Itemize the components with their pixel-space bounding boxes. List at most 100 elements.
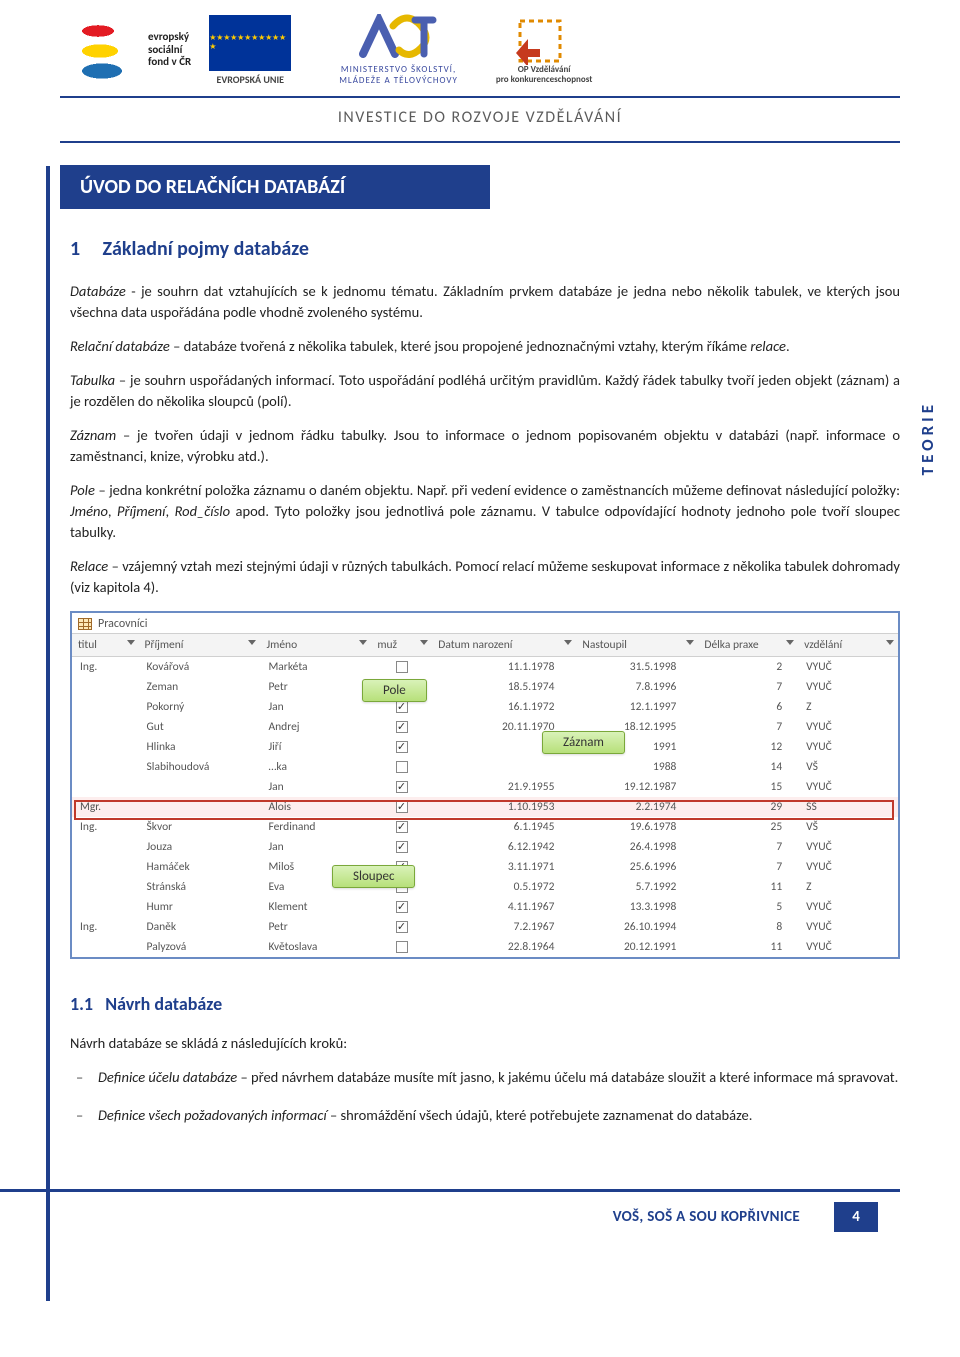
- checkbox-icon: [396, 801, 408, 813]
- eu-label: EVROPSKÁ UNIE: [216, 74, 284, 85]
- footer-org: VOŠ, SOŠ A SOU KOPŘIVNICE: [613, 1208, 800, 1226]
- table-cell: Pokorný: [139, 697, 261, 717]
- dropdown-icon[interactable]: [564, 640, 572, 645]
- table-cell: [371, 777, 432, 797]
- dropdown-icon[interactable]: [127, 640, 135, 645]
- col-header[interactable]: vzdělání: [798, 634, 898, 657]
- table-cell: 6.1.1945: [432, 817, 576, 837]
- dropdown-icon[interactable]: [359, 640, 367, 645]
- table-row[interactable]: Ing.DaněkPetr7.2.196726.10.19948VYUČ: [72, 917, 898, 937]
- table-cell: 5.7.1992: [576, 877, 698, 897]
- table-row[interactable]: GutAndrej20.11.197018.12.19957VYUČ: [72, 717, 898, 737]
- table-row[interactable]: Slabihoudová…ka198814VŠ: [72, 757, 898, 777]
- table-cell: Jan: [260, 777, 371, 797]
- col-header[interactable]: Datum narození: [432, 634, 576, 657]
- col-header[interactable]: Příjmení: [139, 634, 261, 657]
- table-cell: 1.10.1953: [432, 797, 576, 817]
- text: – před návrhem databáze musíte mít jasno…: [237, 1068, 898, 1086]
- checkbox-icon: [396, 661, 408, 673]
- table-cell: Alois: [260, 797, 371, 817]
- table-row[interactable]: PalyzováKvětoslava22.8.196420.12.199111V…: [72, 937, 898, 957]
- table-cell: Jan: [260, 697, 371, 717]
- term: Relace: [70, 557, 108, 575]
- col-header[interactable]: Jméno: [260, 634, 371, 657]
- opvk-logo: OP Vzdělávání pro konkurenceschopnost: [496, 15, 592, 85]
- dropdown-icon[interactable]: [886, 640, 894, 645]
- table-cell: 2.2.1974: [576, 797, 698, 817]
- table-row[interactable]: JouzaJan6.12.194226.4.19987VYUČ: [72, 837, 898, 857]
- para-navrh-intro: Návrh databáze se skládá z následujících…: [70, 1033, 900, 1054]
- table-cell: 25.6.1996: [576, 857, 698, 877]
- table-cell: 14: [698, 757, 798, 777]
- list-item: Definice všech požadovaných informací – …: [70, 1105, 900, 1143]
- table-cell: 11: [698, 877, 798, 897]
- checkbox-icon: [396, 841, 408, 853]
- table-cell: Ing.: [72, 817, 139, 837]
- table-cell: 20.12.1991: [576, 937, 698, 957]
- table-cell: [371, 797, 432, 817]
- term: Databáze: [70, 282, 126, 300]
- para-relace: Relace – vzájemný vztah mezi stejnými úd…: [70, 556, 900, 598]
- checkbox-icon: [396, 901, 408, 913]
- esf-label: evropský sociální fond v ČR: [148, 31, 191, 69]
- table-cell: 21.9.1955: [432, 777, 576, 797]
- dropdown-icon[interactable]: [420, 640, 428, 645]
- callout-sloupec: Sloupec: [332, 865, 415, 888]
- table-cell: 31.5.1998: [576, 657, 698, 678]
- page-footer: VOŠ, SOŠ A SOU KOPŘIVNICE 4: [0, 1189, 900, 1242]
- table-cell: 18.5.1974: [432, 677, 576, 697]
- table-cell: [72, 717, 139, 737]
- table-cell: Ferdinand: [260, 817, 371, 837]
- table-cell: …ka: [260, 757, 371, 777]
- table-row[interactable]: Mgr.Alois1.10.19532.2.197429SŠ: [72, 797, 898, 817]
- table-cell: Jan: [260, 837, 371, 857]
- callout-zaznam: Záznam: [542, 731, 625, 754]
- msmt-logo: MINISTERSTVO ŠKOLSTVÍ, MLÁDEŽE A TĚLOVÝC…: [339, 14, 458, 86]
- table-row[interactable]: StránskáEva0.5.19725.7.199211Z: [72, 877, 898, 897]
- table-cell: [371, 717, 432, 737]
- text: – jedna konkrétní položka záznamu o dané…: [95, 481, 900, 499]
- content-area: ÚVOD DO RELAČNÍCH DATABÁZÍ TEORIE 1 Zákl…: [70, 143, 900, 1143]
- col-header[interactable]: titul: [72, 634, 139, 657]
- table-cell: 19.12.1987: [576, 777, 698, 797]
- term: Záznam: [70, 426, 116, 444]
- table-cell: 11.1.1978: [432, 657, 576, 678]
- table-row[interactable]: ZemanPetr18.5.19747.8.19967VYUČ: [72, 677, 898, 697]
- table-header-row: titulPříjmeníJménomužDatum narozeníNasto…: [72, 634, 898, 657]
- checkbox-icon: [396, 721, 408, 733]
- term: Definice všech požadovaných informací: [98, 1106, 327, 1124]
- table-cell: 26.10.1994: [576, 917, 698, 937]
- table-cell: 7: [698, 857, 798, 877]
- col-header[interactable]: muž: [371, 634, 432, 657]
- col-header[interactable]: Nastoupil: [576, 634, 698, 657]
- table-row[interactable]: Jan21.9.195519.12.198715VYUČ: [72, 777, 898, 797]
- table-cell: 7: [698, 677, 798, 697]
- table-row[interactable]: HlinkaJiří199112VYUČ: [72, 737, 898, 757]
- table-cell: Květoslava: [260, 937, 371, 957]
- table-row[interactable]: Ing.ŠkvorFerdinand6.1.194519.6.197825VŠ: [72, 817, 898, 837]
- table-row[interactable]: HamáčekMiloš3.11.197125.6.19967VYUČ: [72, 857, 898, 877]
- page-header: evropský sociální fond v ČR EVROPSKÁ UNI…: [0, 0, 960, 143]
- dropdown-icon[interactable]: [786, 640, 794, 645]
- page-body: ÚVOD DO RELAČNÍCH DATABÁZÍ TEORIE 1 Zákl…: [0, 143, 960, 1242]
- table-cell: [139, 797, 261, 817]
- dropdown-icon[interactable]: [248, 640, 256, 645]
- checkbox-icon: [396, 821, 408, 833]
- table-row[interactable]: HumrKlement4.11.196713.3.19985VYUČ: [72, 897, 898, 917]
- table-cell: 15: [698, 777, 798, 797]
- table-cell: VYUČ: [798, 857, 898, 877]
- table-row[interactable]: PokornýJan16.1.197212.1.19976Z: [72, 697, 898, 717]
- dropdown-icon[interactable]: [686, 640, 694, 645]
- table-row[interactable]: Ing.KovářováMarkéta11.1.197831.5.19982VY…: [72, 657, 898, 678]
- text: – je tvořen údaji v jednom řádku tabulky…: [70, 426, 900, 465]
- table-cell: [371, 817, 432, 837]
- table-cell: [72, 857, 139, 877]
- table-cell: Škvor: [139, 817, 261, 837]
- para-relacni: Relační databáze – databáze tvořená z ně…: [70, 336, 900, 357]
- col-header[interactable]: Délka praxe: [698, 634, 798, 657]
- checkbox-icon: [396, 781, 408, 793]
- table-cell: Palyzová: [139, 937, 261, 957]
- msmt-icon: [359, 14, 439, 64]
- table-cell: [72, 877, 139, 897]
- table-cell: 25: [698, 817, 798, 837]
